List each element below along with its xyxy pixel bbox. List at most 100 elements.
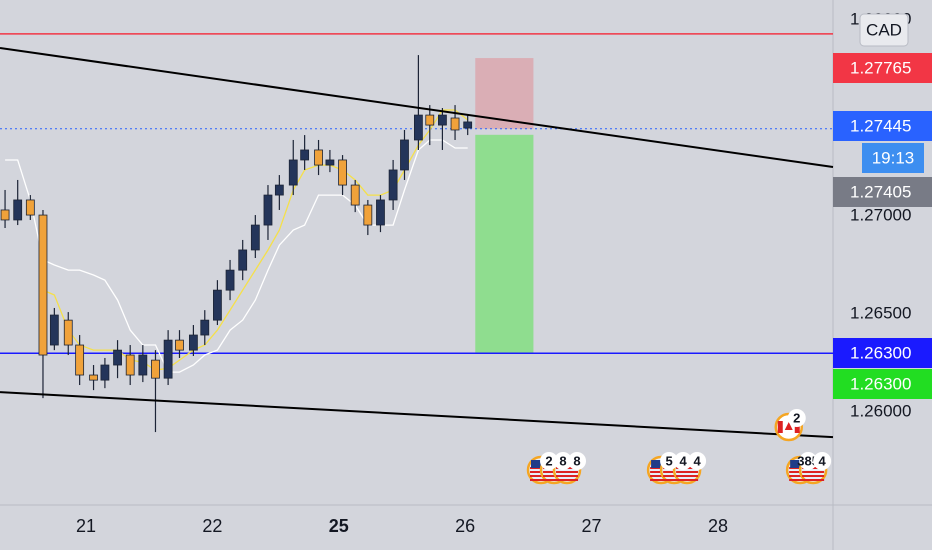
flag-stripe [802, 479, 825, 481]
candle-body [138, 354, 148, 376]
event-count: 385 [797, 453, 819, 468]
flag-stripe [530, 475, 553, 477]
flag-stripe [802, 471, 825, 473]
axis-label-box [833, 369, 932, 399]
currency-badge [859, 13, 909, 47]
event-badge [554, 452, 573, 470]
candle-body [49, 314, 59, 346]
event-badge [568, 452, 587, 470]
candle-body [288, 159, 298, 186]
axis-label: 1.26300 [850, 374, 911, 393]
axis-label-box [833, 177, 932, 207]
x-tick-label: 27 [582, 516, 602, 536]
candle-body [450, 117, 460, 131]
candle-body [350, 184, 360, 206]
event-count: 2 [545, 453, 552, 468]
candle-body [200, 319, 210, 336]
event-group: 385 4 [785, 452, 832, 485]
flag-band [794, 421, 800, 433]
candle-body [125, 354, 135, 376]
event-badge [799, 452, 818, 470]
flag-stripe [556, 479, 579, 481]
event-count: 4 [679, 453, 687, 468]
flag-canton [790, 460, 801, 468]
axis-label: 1.27405 [850, 182, 911, 201]
axis-label: 1.26300 [850, 343, 911, 362]
candle-body [188, 334, 198, 351]
trend-line [0, 391, 834, 439]
candle-body [0, 209, 10, 221]
event-badge [674, 452, 693, 470]
axis-label-box [833, 338, 932, 368]
stop-zone [475, 58, 534, 129]
event-count: 2 [793, 410, 800, 425]
event-badge [688, 452, 707, 470]
flag-stripe [789, 475, 812, 477]
candle-body [413, 114, 423, 141]
flag-leaf [784, 422, 793, 430]
target-zone [475, 134, 534, 354]
candle-body [100, 364, 110, 381]
candle-body [75, 344, 85, 376]
price-axis: 1.260001.265001.270001.275001.280001.277… [833, 9, 932, 421]
candle-body [151, 359, 160, 379]
candle-body [89, 374, 98, 381]
candle-body [263, 194, 273, 226]
trend-line [0, 47, 834, 169]
candle-body [238, 249, 248, 271]
x-tick-label: 28 [708, 516, 728, 536]
axis-label: 19:13 [872, 148, 915, 167]
event-count: 8 [573, 453, 580, 468]
indicator-line [5, 139, 468, 373]
y-tick-label: 1.26500 [850, 304, 911, 323]
flag-stripe [650, 475, 673, 477]
flag-stripe [543, 475, 566, 477]
candle-body [300, 149, 310, 161]
event-badge [787, 409, 806, 427]
y-tick-label: 1.26000 [850, 402, 911, 421]
candle-body [425, 114, 435, 126]
plot-area [0, 33, 834, 439]
candle-body [338, 159, 347, 186]
flag-stripe [650, 479, 673, 481]
candle-body [400, 139, 409, 171]
candle-body [25, 199, 35, 216]
x-tick-label: 21 [76, 516, 96, 536]
candle-body [163, 339, 173, 379]
flag-stripe [663, 475, 686, 477]
currency-label: CAD [866, 20, 902, 39]
candle-body [325, 159, 335, 166]
flag-canton [531, 460, 542, 468]
event-badge [660, 452, 679, 470]
candle-body [38, 214, 48, 356]
flag-canton [651, 460, 662, 468]
flag-stripe [543, 479, 566, 481]
event-badge [813, 452, 832, 470]
flag-stripe [676, 471, 699, 473]
event-group: 2 [774, 409, 806, 442]
candle-body [363, 204, 373, 226]
axis-label-box [833, 53, 932, 83]
x-tick-label: 22 [202, 516, 222, 536]
axis-label: 1.27445 [850, 116, 911, 135]
x-tick-label: 26 [455, 516, 475, 536]
flag-stripe [530, 479, 553, 481]
flag-stripe [802, 475, 825, 477]
candle-body [376, 199, 385, 226]
candle-body [13, 199, 23, 221]
candle-body [225, 269, 235, 291]
axis-label: 1.27765 [850, 58, 911, 77]
candle-body [438, 114, 447, 126]
candle-body [63, 319, 73, 346]
x-tick-label: 25 [329, 516, 349, 536]
y-tick-label: 1.27000 [850, 206, 911, 225]
flag-stripe [556, 471, 579, 473]
candle-body [274, 184, 284, 196]
candle-body [175, 339, 184, 351]
candle-body [388, 169, 398, 201]
candle-body [113, 349, 122, 366]
